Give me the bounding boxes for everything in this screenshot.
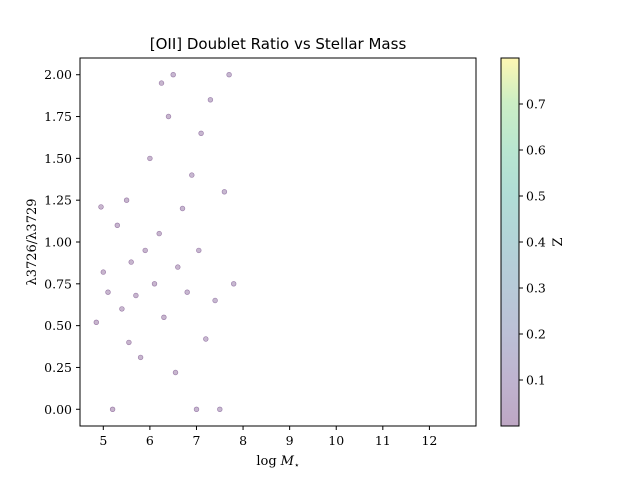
x-tick-label: 7 [192, 433, 200, 448]
data-point [172, 369, 179, 376]
data-point [119, 306, 125, 312]
data-point [93, 319, 100, 325]
y-tick-label: 0.50 [44, 318, 72, 333]
y-axis-label: λ3726/λ3729 [25, 198, 40, 285]
y-tick-label: 1.50 [44, 151, 72, 166]
data-point [161, 314, 167, 320]
x-axis-label-var: M [280, 454, 295, 469]
y-tick-label: 1.00 [44, 235, 72, 250]
colorbar-tick-label: 0.4 [526, 235, 546, 250]
data-point [123, 197, 130, 203]
colorbar-ticks: 0.1 0.2 0.3 0.4 0.5 0.6 0.7 [519, 97, 546, 388]
data-point [193, 406, 200, 412]
data-point [105, 289, 111, 295]
colorbar-label: Z [551, 237, 566, 246]
data-point [184, 289, 190, 295]
data-point [203, 336, 209, 342]
y-tick-label: 1.75 [44, 109, 72, 124]
data-point [196, 247, 202, 254]
colorbar-tick-label: 0.2 [526, 327, 546, 342]
data-point [221, 189, 228, 195]
data-point [217, 406, 223, 412]
y-tick-label: 1.25 [44, 193, 72, 208]
x-tick-label: 5 [99, 433, 107, 448]
data-point [226, 71, 232, 78]
data-point [137, 354, 144, 361]
colorbar [500, 57, 520, 427]
x-axis-label: log M⋆ [256, 454, 299, 471]
data-point [126, 339, 132, 346]
y-axis: 0.00 0.25 0.50 0.75 1.00 1.25 1.50 1.75 2.00 [44, 67, 80, 417]
y-tick-label: 0.00 [44, 402, 72, 417]
data-point [156, 230, 162, 237]
y-tick-label: 0.75 [44, 276, 72, 291]
x-axis: 5 6 7 8 9 10 11 12 [99, 426, 437, 448]
data-point [207, 97, 214, 103]
x-tick-label: 9 [286, 433, 294, 448]
data-point [170, 71, 176, 78]
x-tick-label: 12 [421, 433, 437, 448]
data-point [212, 297, 218, 304]
data-point [151, 281, 158, 287]
data-point [158, 80, 165, 86]
x-axis-label-base: log [256, 454, 276, 469]
colorbar-tick-label: 0.1 [526, 373, 546, 388]
x-tick-label: 10 [328, 433, 344, 448]
data-point [175, 264, 181, 270]
data-points [93, 71, 237, 412]
y-tick-label: 2.00 [44, 67, 72, 82]
x-tick-label: 11 [375, 433, 391, 448]
data-point [179, 205, 186, 212]
data-point [128, 259, 134, 265]
data-point [147, 155, 153, 162]
colorbar-tick-label: 0.3 [526, 281, 546, 296]
data-point [100, 269, 107, 275]
data-point [109, 406, 116, 412]
data-point [142, 247, 148, 254]
colorbar-tick-label: 0.5 [526, 189, 546, 204]
data-point [189, 172, 195, 178]
data-point [133, 292, 139, 299]
plot-frame [79, 57, 477, 427]
colorbar-tick-label: 0.7 [526, 97, 546, 112]
data-point [98, 204, 104, 210]
data-point [198, 130, 204, 137]
colorbar-tick-label: 0.6 [526, 143, 546, 158]
x-tick-label: 6 [146, 433, 154, 448]
data-point [165, 113, 172, 120]
data-point [114, 222, 121, 229]
x-tick-label: 8 [239, 433, 247, 448]
x-axis-label-sub: ⋆ [294, 461, 300, 471]
data-point [231, 281, 237, 287]
y-tick-label: 0.25 [44, 360, 72, 375]
chart-title: [OII] Doublet Ratio vs Stellar Mass [150, 35, 407, 53]
